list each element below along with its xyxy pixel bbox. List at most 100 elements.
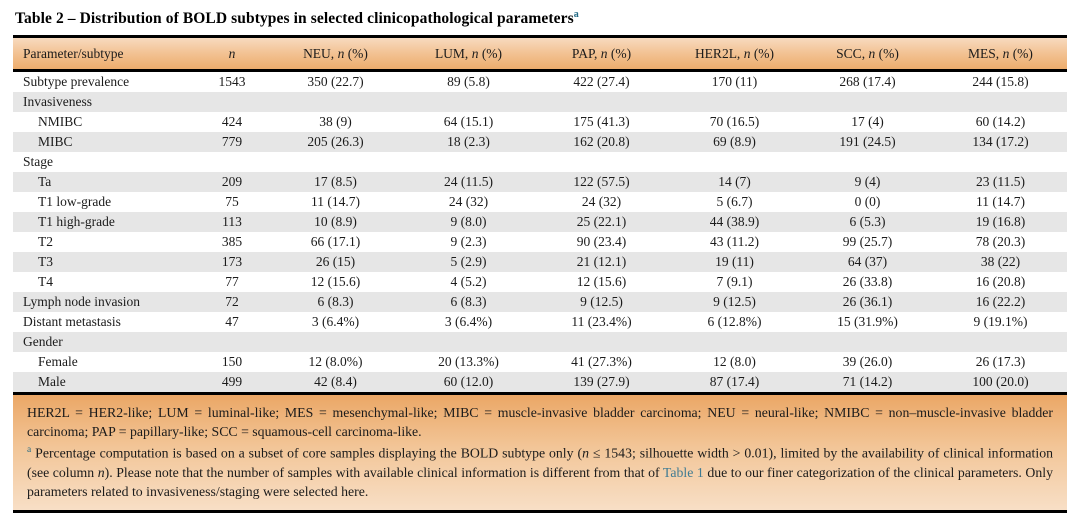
cell-value: 38 (9) (319, 114, 352, 130)
table-row: T1 low-grade 75 11 (14.7) 24 (32) 24 (32) 5 (… (13, 192, 1067, 212)
table-row: Distant metastasis 47 3 (6.4%) 3 (6.4%) 11 (… (13, 312, 1067, 332)
table-header-row: Parameter/subtype n NEU, n (%) LUM, n (%) PA… (13, 36, 1067, 73)
cell-value: 44 (38.9) (709, 214, 760, 230)
cell-n: 150 (221, 354, 243, 370)
cell-value (269, 152, 402, 172)
cell-value: 12 (8.0%) (308, 354, 363, 370)
cell-value: 15 (31.9%) (837, 314, 898, 330)
cell-value: 6 (8.3) (450, 294, 487, 310)
cell-value: 64 (15.1) (443, 114, 494, 130)
row-label: Stage (23, 154, 53, 170)
cell-value (801, 152, 934, 172)
cell-value: 10 (8.9) (314, 214, 357, 230)
cell-value (402, 92, 535, 112)
cell-value (402, 332, 535, 352)
col-header-pap: PAP, n (%) (535, 36, 668, 73)
col-header-lum: LUM, n (%) (402, 36, 535, 73)
cell-value: 11 (14.7) (976, 194, 1025, 210)
cell-value: 3 (6.4%) (311, 314, 360, 330)
cell-value: 12 (15.6) (576, 274, 627, 290)
col-header-scc: SCC, n (%) (801, 36, 934, 73)
cell-value: 60 (14.2) (975, 114, 1026, 130)
row-label: T1 low-grade (38, 194, 112, 210)
cell-value: 66 (17.1) (310, 234, 361, 250)
cell-n: 209 (221, 174, 243, 190)
col-header-her2l: HER2L, n (%) (668, 36, 801, 73)
cell-value: 6 (5.3) (849, 214, 886, 230)
cell-value: 42 (8.4) (314, 374, 357, 390)
cell-value: 26 (36.1) (842, 294, 893, 310)
cell-value: 71 (14.2) (842, 374, 893, 390)
footnote: a Percentage computation is based on a s… (27, 441, 1053, 501)
cell-value: 26 (17.3) (975, 354, 1026, 370)
cell-value: 268 (17.4) (839, 74, 896, 90)
row-label: Lymph node invasion (23, 294, 140, 310)
cell-value: 9 (8.0) (450, 214, 487, 230)
section-row: Invasiveness (13, 92, 1067, 113)
table-title: Table 2 – Distribution of BOLD subtypes … (13, 5, 1067, 35)
footnote-text: Percentage computation is based on a sub… (27, 445, 1053, 499)
row-label: Subtype prevalence (23, 74, 130, 90)
table-row: Subtype prevalence 1543 350 (22.7) 89 (5.8)… (13, 71, 1067, 93)
cell-n (195, 92, 269, 112)
n-symbol: n (1002, 45, 1010, 61)
table-row: Female 150 12 (8.0%) 20 (13.3%) 41 (27.3%) 12… (13, 352, 1067, 372)
cell-n: 72 (225, 294, 239, 310)
cell-n (195, 332, 269, 352)
cell-value: 122 (57.5) (573, 174, 630, 190)
table-row: MIBC 779 205 (26.3) 18 (2.3) 162 (20.8) 69 (8… (13, 132, 1067, 153)
cell-value: 18 (2.3) (447, 134, 490, 150)
cell-value: 350 (22.7) (307, 74, 364, 90)
cell-value: 0 (0) (854, 194, 881, 210)
cell-value: 23 (11.5) (976, 174, 1025, 190)
cell-value: 41 (27.3%) (571, 354, 632, 370)
cell-value: 64 (37) (847, 254, 888, 270)
row-label: Ta (38, 174, 52, 190)
n-symbol: n (337, 45, 345, 61)
cell-value: 4 (5.2) (450, 274, 487, 290)
table-title-text: Table 2 – Distribution of BOLD subtypes … (15, 10, 574, 28)
cell-value: 24 (32) (448, 194, 489, 210)
cell-value: 19 (11) (715, 254, 754, 270)
cell-value: 21 (12.1) (576, 254, 627, 270)
row-label: MIBC (38, 134, 73, 150)
cell-value: 38 (22) (980, 254, 1021, 270)
row-label: Invasiveness (23, 94, 92, 110)
cell-value: 11 (14.7) (311, 194, 360, 210)
cell-n: 47 (225, 314, 239, 330)
row-label: Gender (23, 334, 63, 350)
cell-value: 12 (15.6) (310, 274, 361, 290)
cell-value (934, 92, 1067, 112)
cell-value: 24 (11.5) (444, 174, 493, 190)
n-symbol: n (868, 45, 876, 61)
cell-value (535, 332, 668, 352)
cell-value (934, 332, 1067, 352)
cell-value: 244 (15.8) (972, 74, 1029, 90)
cell-value: 162 (20.8) (573, 134, 630, 150)
table-1-link[interactable]: Table 1 (662, 464, 704, 480)
cell-value (402, 152, 535, 172)
cell-value: 422 (27.4) (573, 74, 630, 90)
cell-value: 87 (17.4) (709, 374, 760, 390)
cell-value: 17 (8.5) (314, 174, 357, 190)
col-header-parameter: Parameter/subtype (13, 36, 195, 73)
cell-value (668, 332, 801, 352)
cell-value: 24 (32) (581, 194, 622, 210)
table-footer: HER2L = HER2-like; LUM = luminal-like; M… (13, 395, 1067, 513)
row-label: Distant metastasis (23, 314, 121, 330)
cell-value: 11 (23.4%) (571, 314, 632, 330)
cell-value: 9 (12.5) (580, 294, 623, 310)
cell-value: 3 (6.4%) (444, 314, 493, 330)
cell-value: 175 (41.3) (573, 114, 630, 130)
cell-value: 19 (16.8) (975, 214, 1026, 230)
cell-n: 779 (221, 134, 243, 150)
cell-value: 78 (20.3) (975, 234, 1026, 250)
abbreviations-text: HER2L = HER2-like; LUM = luminal-like; M… (27, 405, 1053, 440)
table-body: Subtype prevalence 1543 350 (22.7) 89 (5.8)… (13, 71, 1067, 394)
col-header-neu: NEU, n (%) (269, 36, 402, 73)
cell-value: 43 (11.2) (710, 234, 759, 250)
cell-value: 39 (26.0) (842, 354, 893, 370)
table-row: T1 high-grade 113 10 (8.9) 9 (8.0) 25 (22.1)… (13, 212, 1067, 233)
cell-n: 499 (221, 374, 243, 390)
